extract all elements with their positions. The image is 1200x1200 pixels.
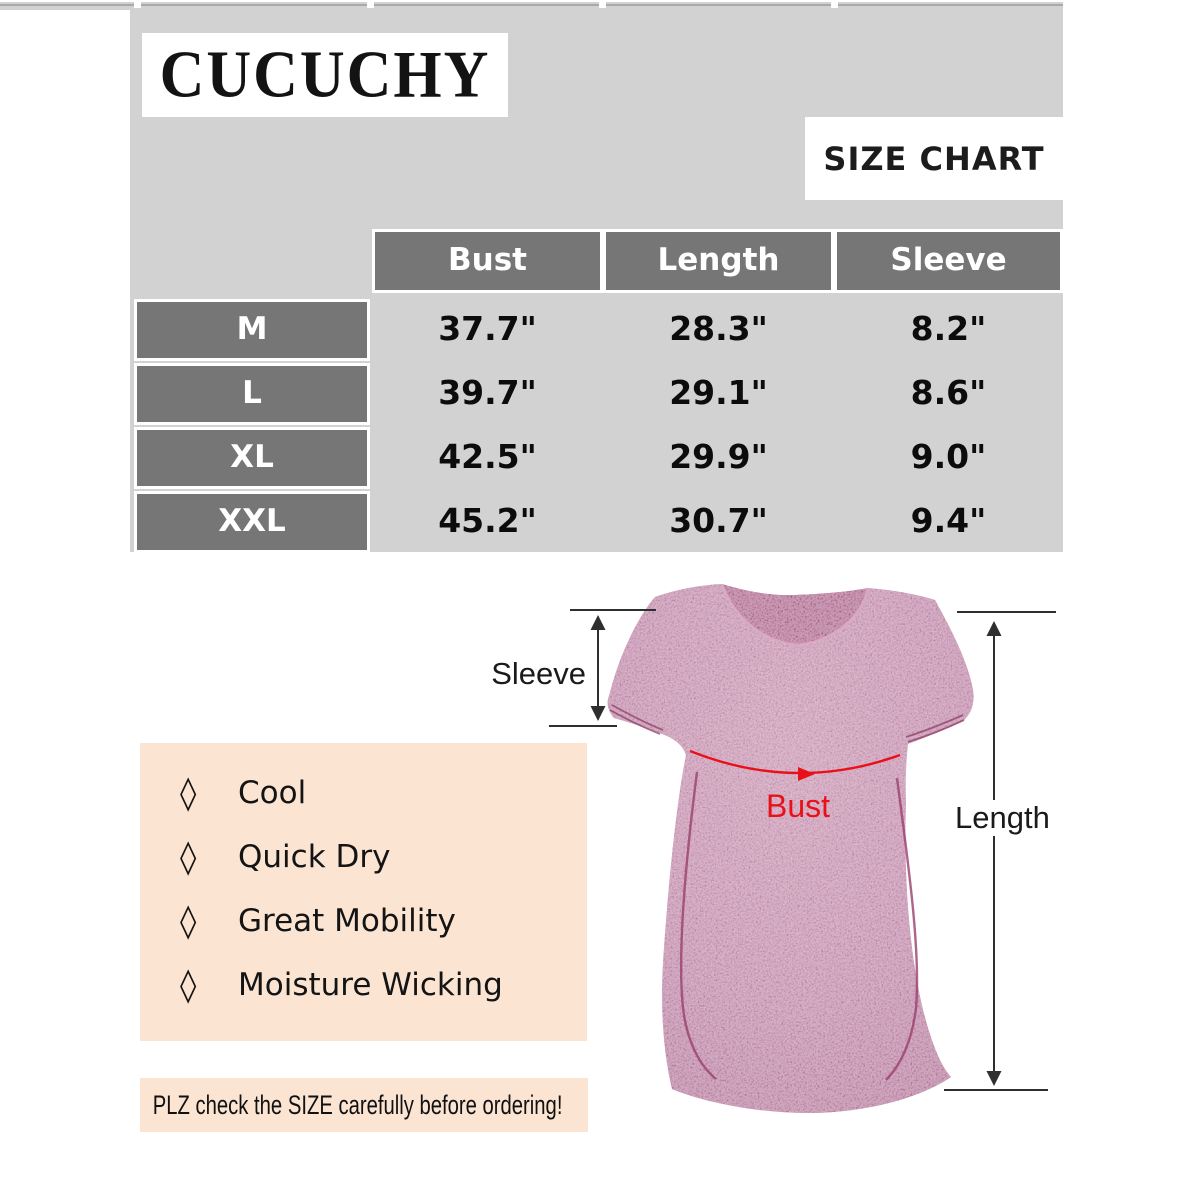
bust-measure-arc	[689, 749, 901, 781]
value-length-xxl: 30.7"	[669, 501, 768, 540]
brand-logo-text: CUCUCHY	[159, 37, 491, 112]
feature-label: Moisture Wicking	[238, 967, 503, 1003]
feature-item: ◊ Quick Dry	[140, 825, 587, 889]
band-gap	[831, 2, 838, 8]
top-border-line	[0, 4, 1063, 6]
left-seam	[680, 771, 717, 1080]
band-gap	[134, 2, 141, 8]
size-cell-xxl: XXL	[134, 491, 370, 553]
top-border-strip	[0, 0, 1063, 10]
collar-trim	[720, 583, 870, 647]
value-sleeve-xl: 9.0"	[910, 437, 987, 476]
bust-arrowhead	[798, 767, 815, 781]
right-sleeve-stitch	[905, 714, 965, 743]
value-bust-xl: 42.5"	[438, 437, 537, 476]
diamond-bullet-icon: ◊	[180, 837, 197, 876]
value-sleeve-xxl: 9.4"	[910, 501, 987, 540]
sleeve-label: Sleeve	[491, 656, 586, 691]
size-cell-l: L	[134, 363, 370, 425]
size-chart-title: SIZE CHART	[823, 139, 1045, 178]
value-length-xl: 29.9"	[669, 437, 768, 476]
left-sleeve-stitch	[609, 704, 664, 735]
feature-item: ◊ Great Mobility	[140, 889, 587, 953]
note-box: PLZ check the SIZE carefully before orde…	[140, 1078, 588, 1132]
value-bust-xxl: 45.2"	[438, 501, 537, 540]
value-bust-m: 37.7"	[438, 309, 537, 348]
value-length-l: 29.1"	[669, 373, 768, 412]
value-bust-l: 39.7"	[438, 373, 537, 412]
value-sleeve-m: 8.2"	[910, 309, 987, 348]
feature-item: ◊ Cool	[140, 761, 587, 825]
length-label: Length	[951, 800, 1054, 836]
diamond-bullet-icon: ◊	[180, 965, 197, 1004]
features-box: ◊ Cool ◊ Quick Dry ◊ Great Mobility ◊ Mo…	[140, 743, 587, 1041]
header-cell-length: Length	[603, 229, 834, 293]
brand-logo: CUCUCHY	[142, 33, 508, 117]
shirt-body	[607, 583, 974, 1113]
length-measure-arrow	[944, 611, 1056, 1091]
feature-label: Quick Dry	[238, 839, 391, 875]
band-gap	[599, 2, 606, 8]
right-seam	[885, 777, 919, 1081]
header-cell-sleeve: Sleeve	[834, 229, 1063, 293]
feature-label: Cool	[238, 775, 307, 811]
bust-label: Bust	[766, 788, 831, 824]
value-sleeve-l: 8.6"	[910, 373, 987, 412]
value-length-m: 28.3"	[669, 309, 768, 348]
size-chart-title-box: SIZE CHART	[805, 117, 1063, 200]
note-text: PLZ check the SIZE carefully before orde…	[152, 1090, 563, 1120]
header-cell-bust: Bust	[372, 229, 603, 293]
feature-label: Great Mobility	[238, 903, 456, 939]
size-cell-m: M	[134, 299, 370, 361]
size-cell-xl: XL	[134, 427, 370, 489]
diamond-bullet-icon: ◊	[180, 773, 197, 812]
neckline	[722, 584, 868, 645]
band-gap	[367, 2, 374, 8]
diamond-bullet-icon: ◊	[180, 901, 197, 940]
feature-item: ◊ Moisture Wicking	[140, 953, 587, 1017]
